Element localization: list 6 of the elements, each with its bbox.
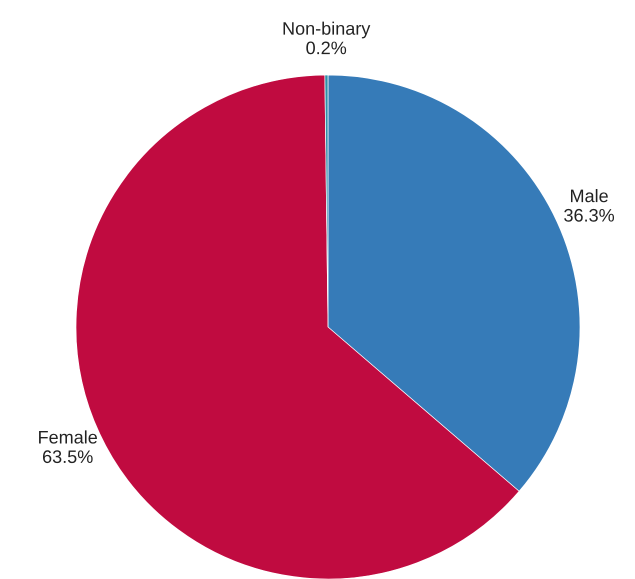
slice-label: Non-binary xyxy=(284,22,370,38)
data-label: 36.3% xyxy=(564,208,614,222)
slice-label: Female xyxy=(39,430,97,444)
data-label: 63.5% xyxy=(43,450,93,464)
slice-label: Male xyxy=(570,189,608,202)
data-label: 0.2% xyxy=(306,42,346,54)
